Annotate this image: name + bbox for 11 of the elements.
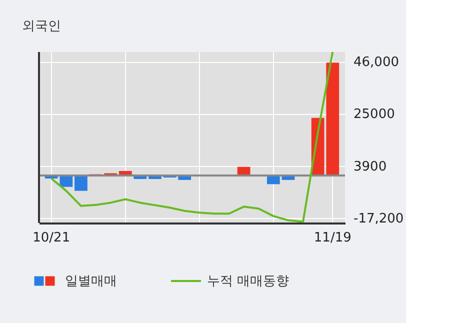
y-tick-label: 3900 (354, 159, 387, 174)
y-tick-label: 46,000 (354, 55, 399, 70)
line-series (50, 52, 334, 223)
x-tick-label: 10/21 (32, 230, 70, 246)
legend-label: 일별매매 (65, 274, 117, 289)
chart-title: 외국인 (22, 19, 62, 34)
bar (74, 175, 88, 191)
y-tick-label: 25000 (354, 107, 395, 122)
y-tick-label: -17,200 (354, 212, 404, 227)
legend-label: 누적 매매동향 (207, 274, 290, 289)
x-tick-label: 11/19 (314, 230, 352, 246)
